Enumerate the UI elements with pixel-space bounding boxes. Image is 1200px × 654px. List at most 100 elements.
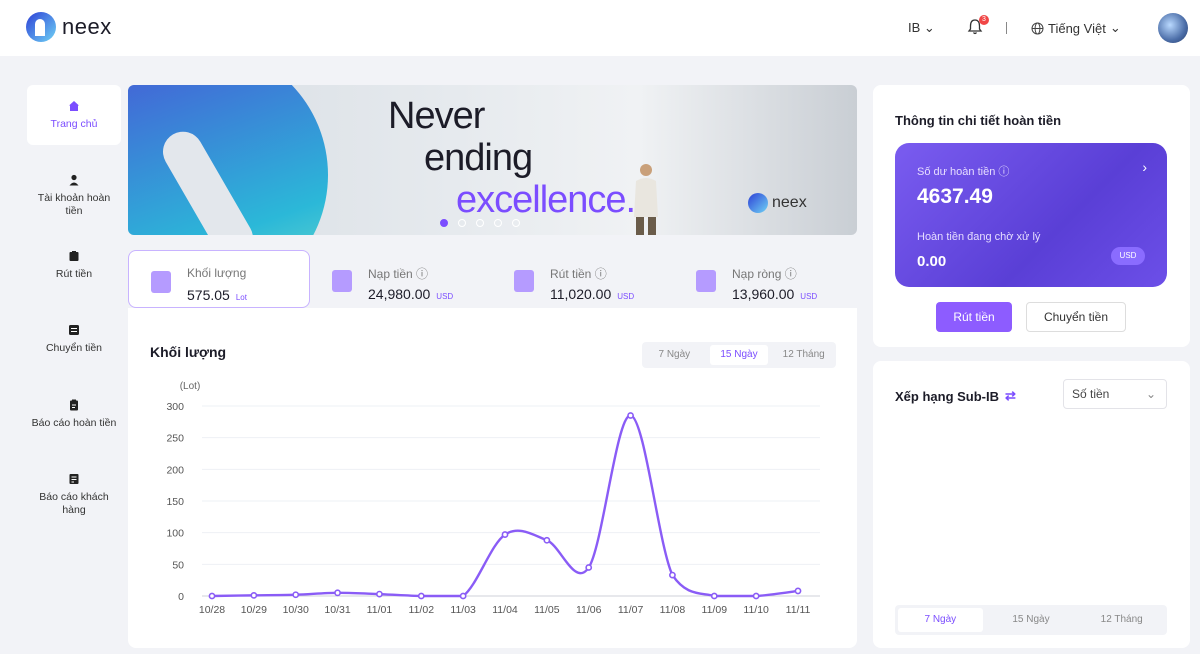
sidebar-item-refund-account[interactable]: Tài khoản hoàn tiền bbox=[27, 174, 121, 218]
x-tick-label: 11/01 bbox=[367, 604, 393, 616]
ranking-range-tabs: 7 Ngày 15 Ngày 12 Tháng bbox=[895, 605, 1167, 635]
stat-value: 13,960.00 USD bbox=[732, 286, 817, 302]
select-value: Số tiền bbox=[1072, 387, 1110, 401]
info-icon: ⓘ bbox=[784, 267, 797, 281]
info-icon: ⓘ bbox=[998, 166, 1010, 178]
data-point bbox=[627, 412, 634, 419]
x-tick-label: 11/10 bbox=[743, 604, 769, 616]
data-point bbox=[543, 536, 551, 544]
y-tick-label: 100 bbox=[166, 528, 184, 540]
banner-brand-logo: neex bbox=[748, 193, 807, 213]
refund-balance-panel[interactable]: Số dư hoàn tiền ⓘ › 4637.49 Hoàn tiền đa… bbox=[895, 143, 1167, 287]
data-point bbox=[376, 590, 383, 598]
avatar[interactable] bbox=[1158, 13, 1188, 43]
y-tick-label: 200 bbox=[166, 464, 184, 476]
stat-net-deposit[interactable]: Nạp ròng ⓘ 13,960.00 USD bbox=[674, 250, 857, 308]
banner-brand-name: neex bbox=[772, 194, 807, 211]
banner-line: Never bbox=[388, 95, 485, 137]
home-icon bbox=[69, 101, 79, 111]
x-tick-label: 10/31 bbox=[324, 604, 350, 616]
data-point bbox=[794, 587, 802, 595]
stat-number: 575.05 bbox=[187, 287, 230, 303]
tab-15-days[interactable]: 15 Ngày bbox=[1012, 614, 1050, 625]
sub-ib-ranking-card: Xếp hạng Sub-IB ⇄ Số tiền ⌄ 7 Ngày 15 Ng… bbox=[873, 361, 1190, 648]
stat-volume[interactable]: Khối lượng 575.05 Lot bbox=[128, 250, 310, 308]
carousel-dot[interactable] bbox=[494, 219, 502, 227]
stat-label: Khối lượng bbox=[187, 266, 247, 280]
series-line bbox=[211, 414, 799, 598]
data-point bbox=[710, 592, 718, 600]
divider bbox=[1006, 22, 1007, 34]
carousel-dot[interactable] bbox=[440, 219, 448, 227]
withdraw-button[interactable]: Rút tiền bbox=[936, 302, 1012, 332]
sidebar-item-label: Báo cáo hoàn tiền bbox=[31, 417, 117, 429]
promo-banner[interactable]: Never ending excellence. neex bbox=[128, 85, 857, 235]
data-point bbox=[501, 531, 509, 538]
balance-value: 4637.49 bbox=[917, 185, 993, 208]
volume-chart-card: Khối lượng 7 Ngày 15 Ngày 12 Tháng (Lot)… bbox=[128, 308, 857, 648]
globe-icon bbox=[1031, 22, 1044, 34]
stat-number: 13,960.00 bbox=[732, 286, 795, 302]
tab-15-days[interactable]: 15 Ngày bbox=[709, 345, 769, 365]
sidebar-item-label: Trang chủ bbox=[50, 118, 98, 130]
tab-7-days[interactable]: 7 Ngày bbox=[898, 608, 983, 632]
sidebar-item-withdraw[interactable]: Rút tiền bbox=[27, 250, 121, 281]
person-illustration bbox=[634, 164, 658, 235]
stat-withdraw[interactable]: Rút tiền ⓘ 11,020.00 USD bbox=[492, 250, 674, 308]
chevron-down-icon: ⌄ bbox=[1109, 20, 1121, 35]
sidebar-item-label: Chuyển tiền bbox=[45, 342, 103, 354]
logo-mark-icon bbox=[748, 193, 768, 213]
x-tick-label: 11/03 bbox=[450, 604, 476, 616]
x-tick-label: 11/08 bbox=[660, 604, 686, 616]
language-selector[interactable]: Tiếng Việt ⌄ bbox=[1031, 20, 1121, 36]
y-tick-label: 0 bbox=[178, 591, 184, 603]
stat-deposit[interactable]: Nạp tiền ⓘ 24,980.00 USD bbox=[310, 250, 492, 308]
sort-select[interactable]: Số tiền ⌄ bbox=[1063, 379, 1167, 409]
data-point bbox=[585, 564, 593, 571]
ib-label: IB bbox=[908, 20, 921, 35]
tab-12-months[interactable]: 12 Tháng bbox=[1100, 614, 1143, 625]
tab-7-days[interactable]: 7 Ngày bbox=[658, 349, 691, 360]
bell-icon[interactable] bbox=[966, 18, 984, 36]
carousel-dot[interactable] bbox=[458, 219, 466, 227]
ib-selector[interactable]: IB ⌄ bbox=[908, 20, 935, 36]
sidebar-item-home[interactable]: Trang chủ bbox=[27, 85, 121, 145]
sidebar-item-label: Rút tiền bbox=[55, 268, 93, 280]
refund-detail-card: Thông tin chi tiết hoàn tiền Số dư hoàn … bbox=[873, 85, 1190, 347]
notification-badge: 3 bbox=[979, 15, 989, 25]
carousel-dot[interactable] bbox=[512, 219, 520, 227]
stat-label-text: Rút tiền bbox=[550, 267, 592, 281]
transfer-button[interactable]: Chuyển tiền bbox=[1026, 302, 1126, 332]
balance-label-text: Số dư hoàn tiền bbox=[917, 166, 996, 178]
data-point bbox=[459, 592, 467, 600]
sidebar-item-refund-report[interactable]: Báo cáo hoàn tiền bbox=[27, 399, 121, 430]
stat-label-text: Nạp ròng bbox=[732, 267, 782, 281]
sidebar-item-label: Tài khoản hoàn tiền bbox=[37, 192, 111, 217]
x-tick-label: 11/05 bbox=[534, 604, 560, 616]
stat-unit: USD bbox=[436, 292, 454, 301]
wallet-icon bbox=[69, 251, 79, 261]
sidebar-item-transfer[interactable]: Chuyển tiền bbox=[27, 324, 121, 355]
sidebar-item-customer-report[interactable]: Báo cáo khách hàng bbox=[27, 473, 121, 517]
chevron-right-icon[interactable]: › bbox=[1142, 159, 1147, 175]
transfer-icon bbox=[69, 325, 79, 335]
x-tick-label: 11/07 bbox=[618, 604, 644, 616]
customer-report-icon bbox=[69, 474, 79, 484]
carousel-dot[interactable] bbox=[476, 219, 484, 227]
x-tick-label: 11/09 bbox=[702, 604, 728, 616]
stat-number: 11,020.00 bbox=[550, 286, 612, 302]
y-axis-label: (Lot) bbox=[180, 381, 201, 392]
data-point bbox=[669, 571, 676, 579]
range-tabs: 7 Ngày 15 Ngày 12 Tháng bbox=[642, 342, 836, 368]
brand-logo[interactable]: neex bbox=[26, 12, 112, 42]
pending-label: Hoàn tiền đang chờ xử lý bbox=[917, 231, 1041, 243]
card-title: Xếp hạng Sub-IB ⇄ bbox=[895, 388, 1016, 404]
swap-icon[interactable]: ⇄ bbox=[1005, 388, 1016, 403]
y-tick-label: 50 bbox=[172, 559, 184, 571]
language-label: Tiếng Việt bbox=[1048, 20, 1106, 36]
user-icon bbox=[69, 174, 79, 186]
data-point bbox=[334, 589, 341, 597]
tab-12-months[interactable]: 12 Tháng bbox=[782, 349, 825, 360]
carousel-indicators bbox=[440, 219, 520, 227]
data-point bbox=[292, 591, 300, 599]
